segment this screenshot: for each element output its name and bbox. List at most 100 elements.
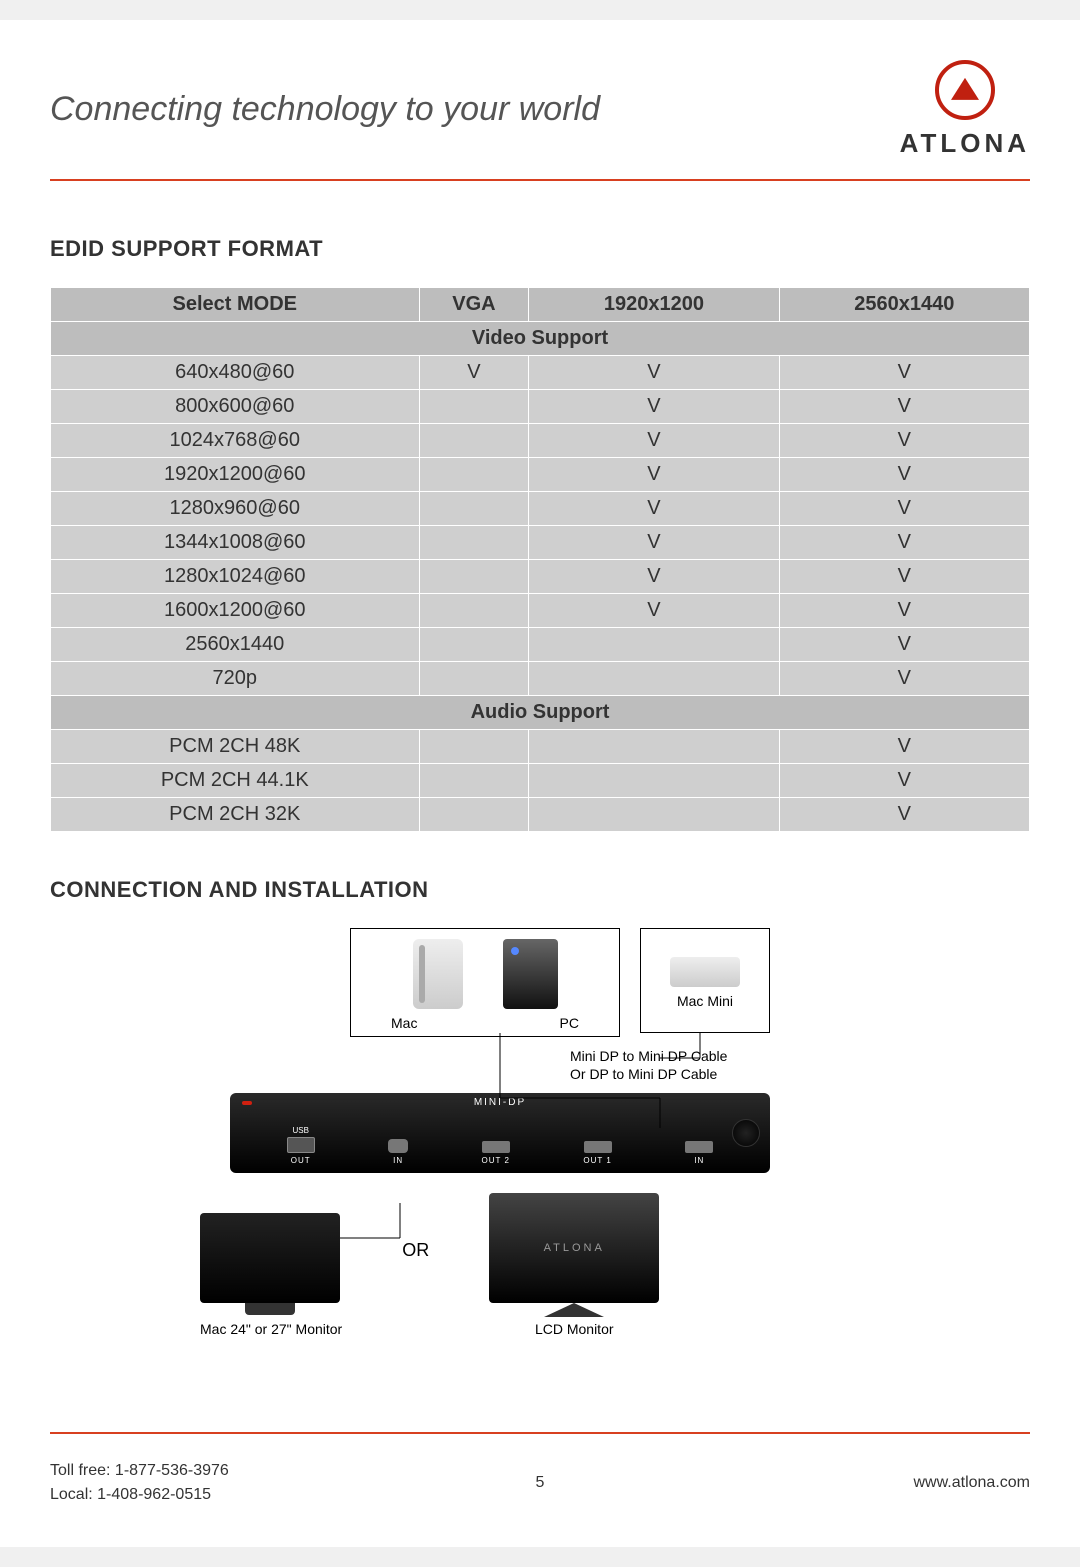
mac-mini-label: Mac Mini xyxy=(677,993,733,1009)
mini-dp-switch: MINI-DP USB OUT IN OUT 2 OUT 1 IN xyxy=(230,1093,770,1173)
usb-in-icon xyxy=(388,1139,408,1153)
monitor1-group: Mac 24" or 27" Monitor xyxy=(200,1213,342,1337)
table-cell: 1024x768@60 xyxy=(51,424,420,458)
table-cell: PCM 2CH 48K xyxy=(51,730,420,764)
table-cell: 800x600@60 xyxy=(51,390,420,424)
table-cell: 1280x1024@60 xyxy=(51,560,420,594)
table-cell xyxy=(419,390,529,424)
audio-support-header: Audio Support xyxy=(51,696,1030,730)
col-mode: Select MODE xyxy=(51,288,420,322)
table-cell: V xyxy=(529,424,779,458)
monitor1-label: Mac 24" or 27" Monitor xyxy=(200,1321,342,1337)
logo-text: ATLONA xyxy=(900,128,1030,159)
pc-tower-icon xyxy=(503,939,558,1009)
in-port: IN xyxy=(685,1141,713,1165)
table-cell: V xyxy=(419,356,529,390)
table-cell: 1280x960@60 xyxy=(51,492,420,526)
table-cell: V xyxy=(779,390,1029,424)
monitor2-brand: ATLONA xyxy=(544,1242,605,1254)
fan-icon xyxy=(732,1119,760,1147)
audio-support-label: Audio Support xyxy=(51,696,1030,730)
mac-tower-icon xyxy=(413,939,463,1009)
mac-monitor-icon xyxy=(200,1213,340,1303)
table-cell: V xyxy=(529,526,779,560)
monitor2-group: ATLONA LCD Monitor xyxy=(489,1193,659,1337)
table-row: PCM 2CH 32KV xyxy=(51,798,1030,832)
table-cell: PCM 2CH 32K xyxy=(51,798,420,832)
monitor2-label: LCD Monitor xyxy=(489,1321,659,1337)
connection-section-title: CONNECTION AND INSTALLATION xyxy=(50,877,1030,903)
mac-label: Mac xyxy=(391,1015,417,1031)
table-row: 1600x1200@60 VV xyxy=(51,594,1030,628)
table-cell xyxy=(419,492,529,526)
video-support-header: Video Support xyxy=(51,322,1030,356)
table-cell: V xyxy=(529,458,779,492)
table-cell: V xyxy=(779,424,1029,458)
table-header-row: Select MODE VGA 1920x1200 2560x1440 xyxy=(51,288,1030,322)
table-row: 640x480@60VVV xyxy=(51,356,1030,390)
table-row: PCM 2CH 44.1K V xyxy=(51,764,1030,798)
cable-note-line2: Or DP to Mini DP Cable xyxy=(570,1065,880,1083)
footer-url: www.atlona.com xyxy=(914,1474,1031,1492)
table-cell xyxy=(419,526,529,560)
page-number: 5 xyxy=(536,1474,545,1492)
table-row: 800x600@60 VV xyxy=(51,390,1030,424)
table-cell xyxy=(419,594,529,628)
source-devices-box: Mac PC xyxy=(350,928,620,1037)
table-cell: V xyxy=(779,594,1029,628)
cable-note-line1: Mini DP to Mini DP Cable xyxy=(570,1047,880,1065)
connection-diagram: Mac PC Mac Mini Mini DP to Mini DP Cable… xyxy=(200,928,880,1337)
table-cell: 2560x1440 xyxy=(51,628,420,662)
table-cell: 1600x1200@60 xyxy=(51,594,420,628)
table-cell: V xyxy=(779,492,1029,526)
table-cell: V xyxy=(779,458,1029,492)
lcd-monitor-icon: ATLONA xyxy=(489,1193,659,1303)
page: Connecting technology to your world ATLO… xyxy=(0,20,1080,1547)
video-support-label: Video Support xyxy=(51,322,1030,356)
table-cell: V xyxy=(779,526,1029,560)
table-cell: 640x480@60 xyxy=(51,356,420,390)
table-cell: V xyxy=(779,628,1029,662)
table-cell: V xyxy=(529,594,779,628)
table-cell: V xyxy=(779,764,1029,798)
table-cell xyxy=(419,424,529,458)
table-cell: 720p xyxy=(51,662,420,696)
usb-in-port: IN xyxy=(388,1139,408,1165)
table-cell: V xyxy=(529,560,779,594)
col-vga: VGA xyxy=(419,288,529,322)
local-phone: Local: 1-408-962-0515 xyxy=(50,1483,229,1507)
table-cell xyxy=(419,628,529,662)
page-footer: Toll free: 1-877-536-3976 Local: 1-408-9… xyxy=(50,1432,1030,1507)
cable-note: Mini DP to Mini DP Cable Or DP to Mini D… xyxy=(570,1047,880,1083)
port-icon xyxy=(584,1141,612,1153)
brand-logo: ATLONA xyxy=(900,60,1030,159)
table-cell xyxy=(419,458,529,492)
table-cell xyxy=(529,798,779,832)
mac-mini-icon xyxy=(670,957,740,987)
table-row: 2560x1440 V xyxy=(51,628,1030,662)
or-label: OR xyxy=(402,1240,429,1261)
table-cell: V xyxy=(529,356,779,390)
table-row: 1344x1008@60VV xyxy=(51,526,1030,560)
table-row: 720p V xyxy=(51,662,1030,696)
table-cell: V xyxy=(779,662,1029,696)
table-cell: PCM 2CH 44.1K xyxy=(51,764,420,798)
table-cell xyxy=(529,662,779,696)
table-cell xyxy=(419,560,529,594)
toll-free: Toll free: 1-877-536-3976 xyxy=(50,1459,229,1483)
switch-label: MINI-DP xyxy=(474,1097,526,1108)
edid-section-title: EDID SUPPORT FORMAT xyxy=(50,236,1030,262)
port-icon xyxy=(685,1141,713,1153)
table-cell: V xyxy=(779,560,1029,594)
logo-icon xyxy=(935,60,995,120)
out1-port: OUT 1 xyxy=(583,1141,611,1165)
table-cell: V xyxy=(529,390,779,424)
table-cell xyxy=(529,730,779,764)
footer-contact: Toll free: 1-877-536-3976 Local: 1-408-9… xyxy=(50,1459,229,1507)
table-row: PCM 2CH 48KV xyxy=(51,730,1030,764)
table-row: 1024x768@60 VV xyxy=(51,424,1030,458)
table-row: 1280x960@60VV xyxy=(51,492,1030,526)
table-cell: 1920x1200@60 xyxy=(51,458,420,492)
page-header: Connecting technology to your world ATLO… xyxy=(50,60,1030,181)
table-cell xyxy=(529,764,779,798)
